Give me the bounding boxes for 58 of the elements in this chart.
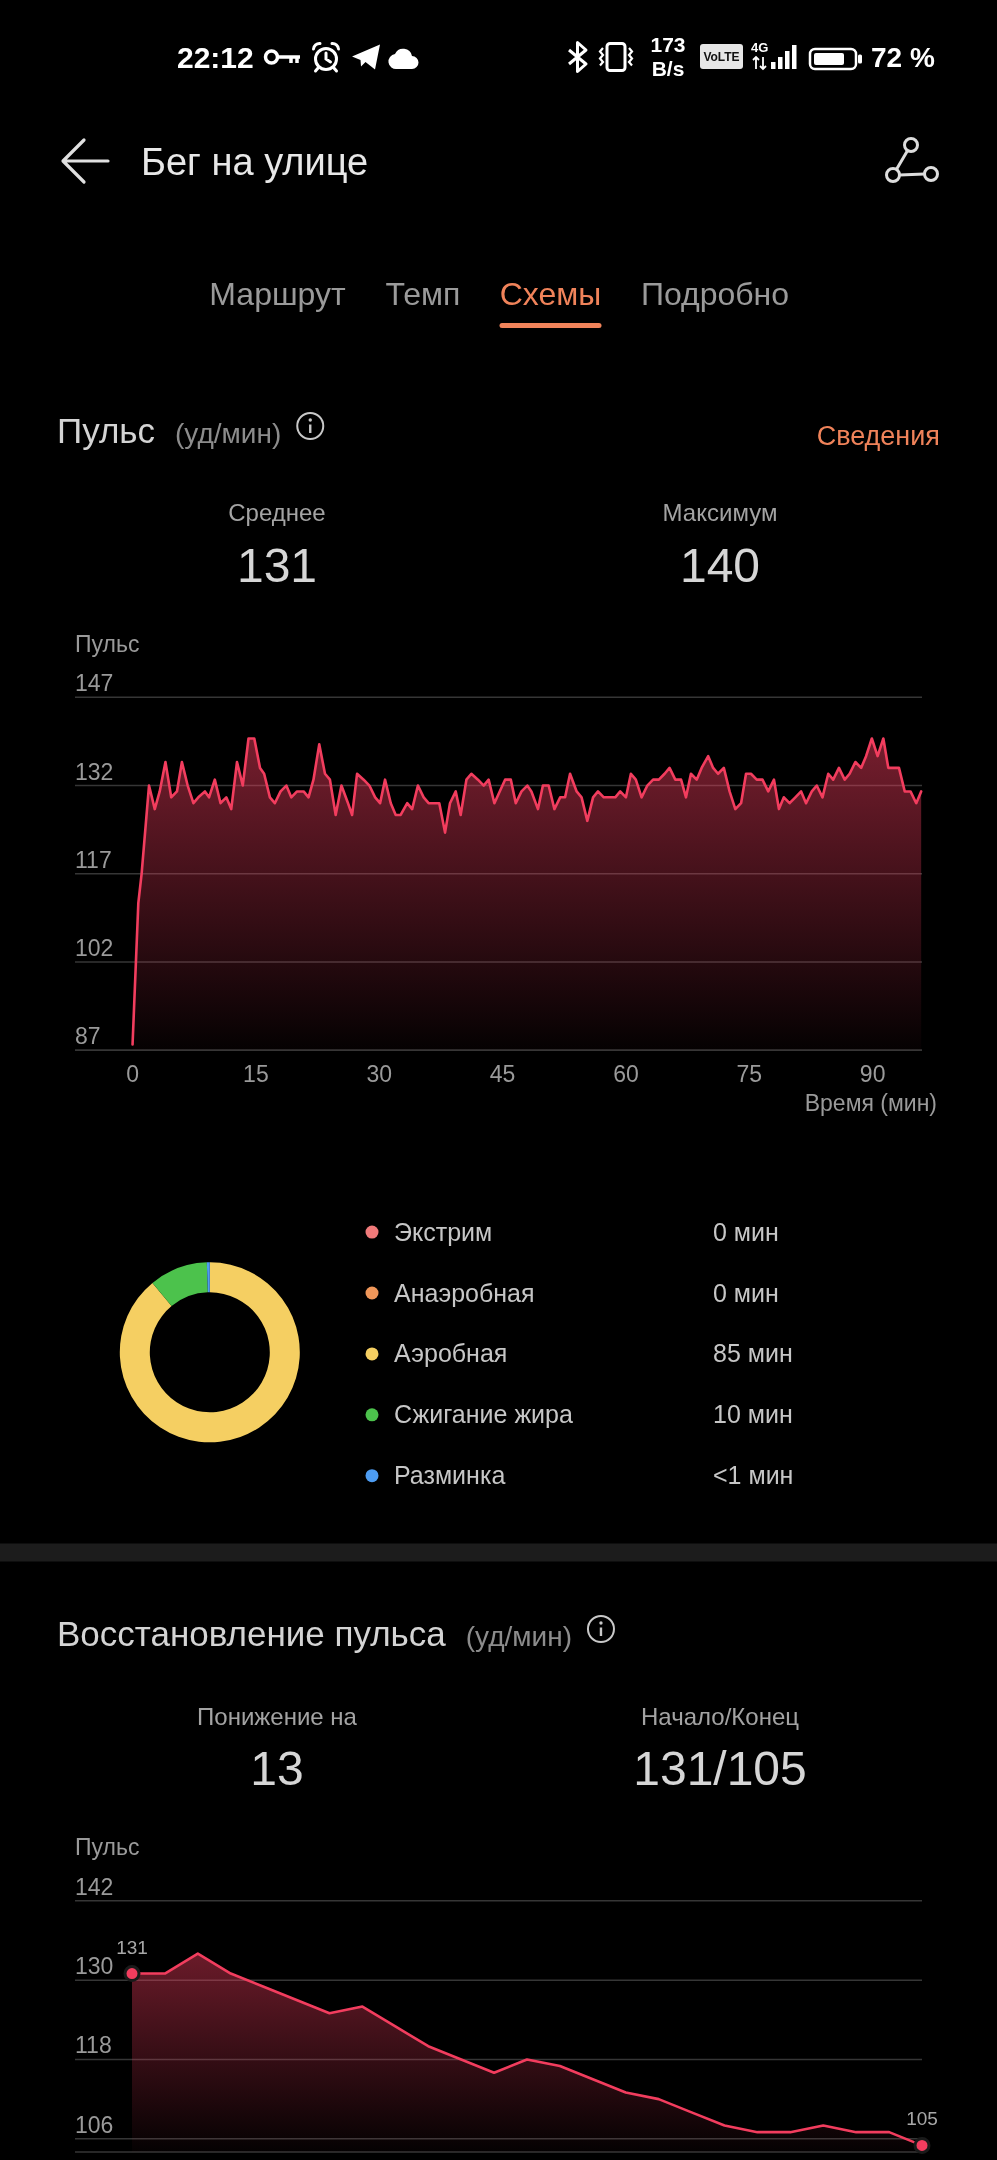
text: Бег на улице bbox=[141, 141, 369, 183]
text: Сведения bbox=[816, 421, 940, 451]
y-tick-label: 87 bbox=[75, 1023, 101, 1050]
text: 72 % bbox=[871, 42, 935, 73]
donut-slice bbox=[152, 1262, 208, 1307]
x-tick-label: 15 bbox=[243, 1060, 269, 1087]
x-tick-label: 75 bbox=[736, 1060, 763, 1087]
text: Темп bbox=[385, 276, 461, 312]
chart-subtitle: (уд/мин) bbox=[465, 1621, 572, 1652]
y-tick-label: 130 bbox=[75, 1953, 114, 1980]
donut-slice bbox=[119, 1262, 300, 1443]
legend-label: Сжигание жира bbox=[394, 1400, 573, 1429]
x-tick-label: 60 bbox=[613, 1060, 639, 1087]
text: Максимум bbox=[662, 499, 778, 526]
x-tick-label: 45 bbox=[489, 1060, 516, 1087]
y-tick-label: 106 bbox=[75, 2111, 114, 2138]
chart-subtitle: (уд/мин) bbox=[175, 418, 282, 449]
legend-label: Анаэробная bbox=[394, 1278, 535, 1307]
text: 131/105 bbox=[633, 1742, 807, 1795]
y-tick-label: 142 bbox=[75, 1873, 114, 1900]
text: Понижение на bbox=[197, 1702, 358, 1730]
y-axis-title: Пульс bbox=[75, 631, 140, 657]
text: VoLTE bbox=[703, 49, 740, 64]
y-tick-label: 118 bbox=[75, 2032, 112, 2059]
text: Маршрут bbox=[209, 276, 347, 312]
text: 0 мин bbox=[713, 1217, 779, 1246]
y-tick-label: 147 bbox=[75, 670, 114, 697]
text: 4G bbox=[751, 40, 769, 55]
x-axis-title: Время (мин) bbox=[804, 1090, 937, 1116]
text: Начало/Конец bbox=[641, 1702, 800, 1730]
text: Схемы bbox=[499, 276, 602, 312]
chart-title: Пульс bbox=[57, 411, 156, 450]
text: Подробно bbox=[640, 276, 790, 312]
y-tick-label: 132 bbox=[75, 758, 114, 785]
y-tick-label: 117 bbox=[75, 846, 112, 873]
y-tick-label: 102 bbox=[75, 935, 114, 962]
chart-title: Восстановление пульса bbox=[57, 1614, 447, 1653]
text: 173 bbox=[650, 33, 686, 56]
x-tick-label: 90 bbox=[859, 1060, 886, 1087]
data-label: 105 bbox=[906, 2108, 938, 2130]
data-label: <1 мин bbox=[713, 1461, 794, 1490]
donut-slice bbox=[206, 1262, 210, 1293]
data-label: 10 мин bbox=[713, 1400, 793, 1429]
text: 140 bbox=[679, 539, 761, 592]
legend-label: Разминка bbox=[394, 1461, 506, 1490]
y-axis-title: Пульс bbox=[75, 1834, 140, 1860]
x-tick-label: 30 bbox=[366, 1060, 393, 1087]
data-label: 85 мин bbox=[713, 1339, 793, 1368]
x-tick-label: 0 bbox=[126, 1060, 139, 1087]
data-label: 131 bbox=[116, 1936, 148, 1958]
text: 13 bbox=[250, 1742, 304, 1795]
text: 22:12 bbox=[177, 41, 254, 74]
text: B/s bbox=[651, 57, 685, 80]
text: 131 bbox=[236, 539, 318, 592]
text: 0 мин bbox=[713, 1278, 779, 1307]
legend-label: Экстрим bbox=[394, 1217, 493, 1246]
legend-label: Аэробная bbox=[394, 1339, 508, 1368]
text: Среднее bbox=[228, 499, 326, 526]
